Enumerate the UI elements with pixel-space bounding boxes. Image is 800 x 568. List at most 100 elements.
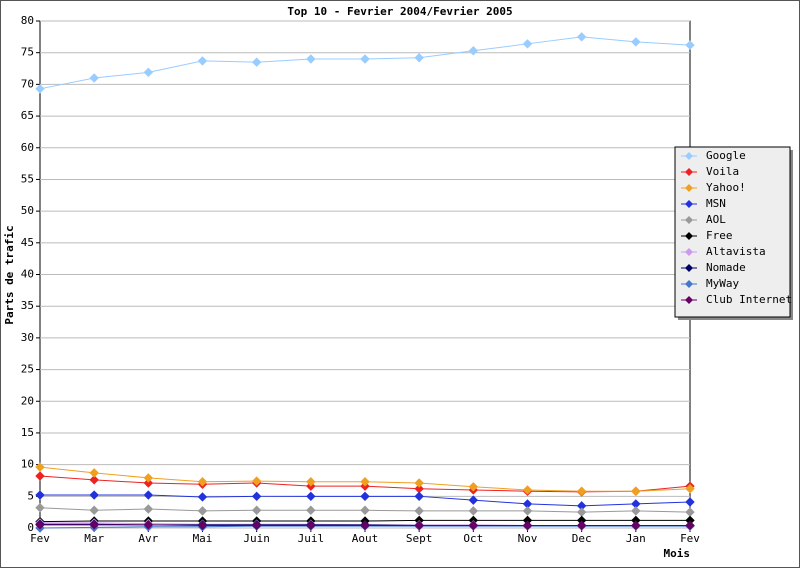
data-point xyxy=(251,476,262,486)
data-point xyxy=(360,520,370,531)
y-tick-label: 60 xyxy=(21,141,34,154)
legend-label: Voila xyxy=(706,165,739,178)
y-tick-label: 5 xyxy=(27,489,34,502)
data-point xyxy=(89,73,99,83)
data-point xyxy=(468,482,479,492)
data-point xyxy=(197,492,208,502)
data-point xyxy=(89,505,99,515)
legend-marker xyxy=(685,216,693,224)
data-point xyxy=(197,477,208,487)
x-tick-label: Juil xyxy=(298,532,325,545)
data-point xyxy=(631,520,641,531)
x-tick-label: Fev xyxy=(680,532,700,545)
legend-marker xyxy=(685,168,693,176)
data-point xyxy=(468,520,479,531)
data-point xyxy=(468,495,479,505)
data-point xyxy=(360,505,370,515)
x-tick-label: Avr xyxy=(138,532,158,545)
data-point xyxy=(143,520,154,530)
data-point xyxy=(522,485,533,495)
data-point xyxy=(685,40,695,50)
data-point xyxy=(414,53,424,63)
legend-marker xyxy=(685,152,693,160)
legend xyxy=(674,146,791,318)
data-point xyxy=(685,497,695,507)
y-tick-label: 40 xyxy=(21,268,34,281)
chart-title: Top 10 - Fevrier 2004/Fevrier 2005 xyxy=(287,5,512,18)
y-tick-label: 65 xyxy=(21,109,34,122)
legend-marker xyxy=(685,200,693,208)
data-point xyxy=(35,503,45,513)
x-axis-label: Mois xyxy=(664,547,691,560)
y-tick-label: 75 xyxy=(21,46,34,59)
data-point xyxy=(306,520,316,531)
data-point xyxy=(576,520,587,531)
data-point xyxy=(143,473,154,483)
y-tick-label: 80 xyxy=(21,14,34,27)
data-point xyxy=(468,46,479,56)
legend-marker xyxy=(685,264,693,272)
data-point xyxy=(360,477,370,487)
legend-marker xyxy=(685,184,693,192)
y-tick-label: 45 xyxy=(21,236,34,249)
y-tick-label: 70 xyxy=(21,77,34,90)
legend-label: Google xyxy=(706,149,746,162)
data-point xyxy=(197,56,208,66)
data-point xyxy=(631,486,641,496)
data-point xyxy=(576,486,587,496)
data-point xyxy=(35,520,45,530)
data-point xyxy=(35,490,45,500)
data-point xyxy=(522,39,533,49)
y-tick-label: 0 xyxy=(27,521,34,534)
data-point xyxy=(306,491,316,502)
x-tick-label: Oct xyxy=(463,532,483,545)
data-point xyxy=(631,37,641,47)
data-point xyxy=(414,520,424,531)
x-tick-label: Dec xyxy=(572,532,592,545)
data-point xyxy=(251,505,262,515)
data-point xyxy=(522,520,533,531)
data-point xyxy=(89,490,99,500)
y-tick-label: 25 xyxy=(21,363,34,376)
data-point xyxy=(685,520,695,531)
x-tick-label: Jan xyxy=(626,532,646,545)
data-point xyxy=(251,491,262,502)
data-point xyxy=(35,462,45,472)
x-tick-label: Juin xyxy=(243,532,270,545)
legend-label: Altavista xyxy=(706,245,766,258)
data-point xyxy=(306,505,316,515)
y-tick-label: 10 xyxy=(21,458,34,471)
data-point xyxy=(360,491,370,502)
y-tick-label: 15 xyxy=(21,426,34,439)
data-point xyxy=(35,84,45,94)
data-point xyxy=(306,54,316,64)
data-point xyxy=(414,506,424,516)
x-tick-label: Mai xyxy=(193,532,213,545)
y-tick-label: 50 xyxy=(21,204,34,217)
legend-label: Nomade xyxy=(706,261,746,274)
x-tick-label: Aout xyxy=(352,532,379,545)
data-point xyxy=(631,506,641,516)
x-tick-label: Fev xyxy=(30,532,50,545)
legend-label: MyWay xyxy=(706,277,739,290)
data-point xyxy=(414,491,424,502)
y-tick-label: 55 xyxy=(21,172,34,185)
data-point xyxy=(35,471,45,481)
data-point xyxy=(251,57,262,67)
legend-marker xyxy=(685,280,693,288)
y-tick-label: 30 xyxy=(21,331,34,344)
data-point xyxy=(251,520,262,531)
data-point xyxy=(143,490,154,500)
data-point xyxy=(414,478,424,488)
data-point xyxy=(360,54,370,64)
legend-marker xyxy=(685,232,693,240)
legend-label: AOL xyxy=(706,213,726,226)
y-tick-label: 35 xyxy=(21,299,34,312)
x-tick-label: Nov xyxy=(518,532,538,545)
data-point xyxy=(576,32,587,42)
legend-label: MSN xyxy=(706,197,726,210)
data-point xyxy=(197,520,208,531)
data-point xyxy=(89,468,99,478)
data-point xyxy=(143,478,154,488)
